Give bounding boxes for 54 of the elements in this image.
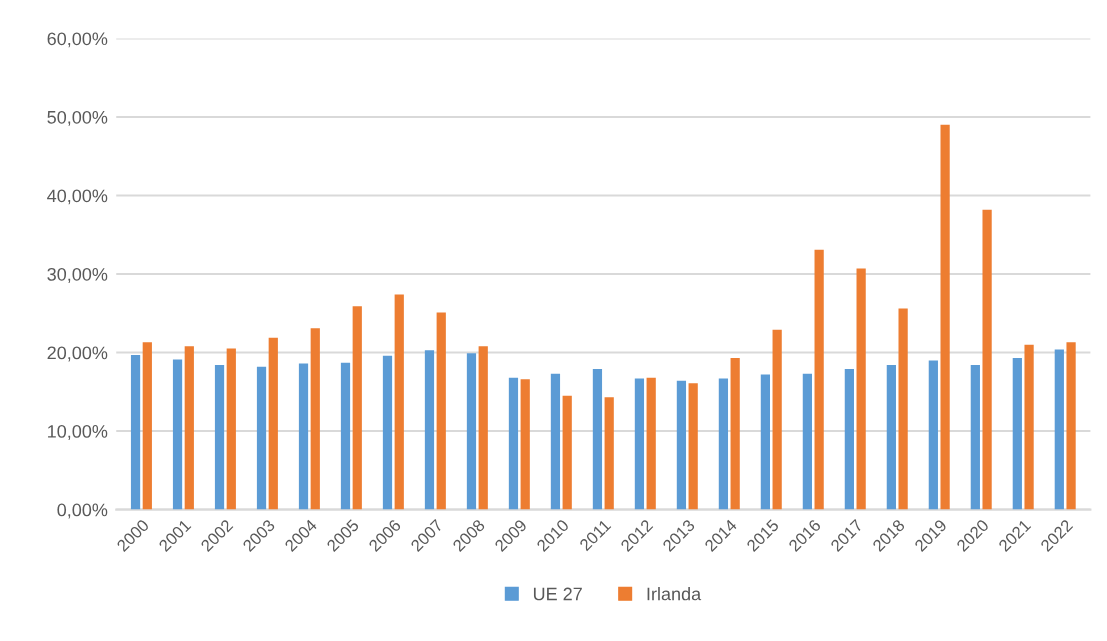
bar	[688, 383, 698, 510]
y-tick-label: 10,00%	[48, 425, 108, 440]
bar	[214, 365, 225, 510]
bar	[268, 337, 278, 510]
y-tick-label: 50,00%	[47, 110, 108, 126]
bar	[436, 312, 446, 510]
bar	[352, 306, 362, 510]
bar	[1012, 358, 1022, 510]
bar	[970, 365, 980, 510]
bar	[844, 369, 854, 510]
bar	[730, 358, 740, 510]
bar	[394, 294, 404, 510]
bar	[424, 350, 435, 510]
y-tick-label: 30,00%	[47, 267, 108, 283]
bar	[940, 124, 950, 510]
bar	[802, 373, 812, 510]
bar	[760, 374, 771, 510]
bar	[772, 329, 782, 510]
bar	[928, 360, 938, 510]
bar	[898, 308, 908, 510]
bar	[310, 328, 320, 510]
legend-label: Irlanda	[647, 587, 702, 601]
bar	[520, 379, 530, 510]
bar	[382, 355, 393, 510]
bar	[676, 380, 687, 510]
bar	[466, 353, 477, 510]
bar	[592, 369, 603, 510]
bar	[856, 268, 866, 510]
bar	[718, 378, 729, 510]
bar	[508, 377, 519, 510]
bar	[1066, 342, 1076, 510]
bar	[172, 359, 183, 510]
bar	[982, 209, 992, 510]
bar	[604, 397, 614, 510]
bar	[814, 249, 824, 510]
bar	[142, 342, 152, 510]
bar	[634, 378, 645, 510]
bar	[550, 373, 561, 510]
bar	[1024, 344, 1034, 510]
y-tick-label: 40,00%	[47, 189, 108, 205]
bar	[130, 354, 141, 510]
bar	[562, 395, 572, 510]
bar	[298, 363, 309, 510]
bar	[256, 366, 267, 510]
legend-label: UE 27	[533, 587, 582, 601]
bar	[184, 346, 194, 510]
bar	[226, 348, 236, 510]
y-tick-label: 0,00%	[57, 503, 108, 519]
bar	[478, 346, 488, 510]
y-tick-label: 20,00%	[47, 346, 108, 362]
bar	[646, 377, 656, 510]
bar	[340, 362, 351, 510]
bar	[886, 365, 896, 510]
y-tick-label: 60,00%	[47, 32, 108, 48]
